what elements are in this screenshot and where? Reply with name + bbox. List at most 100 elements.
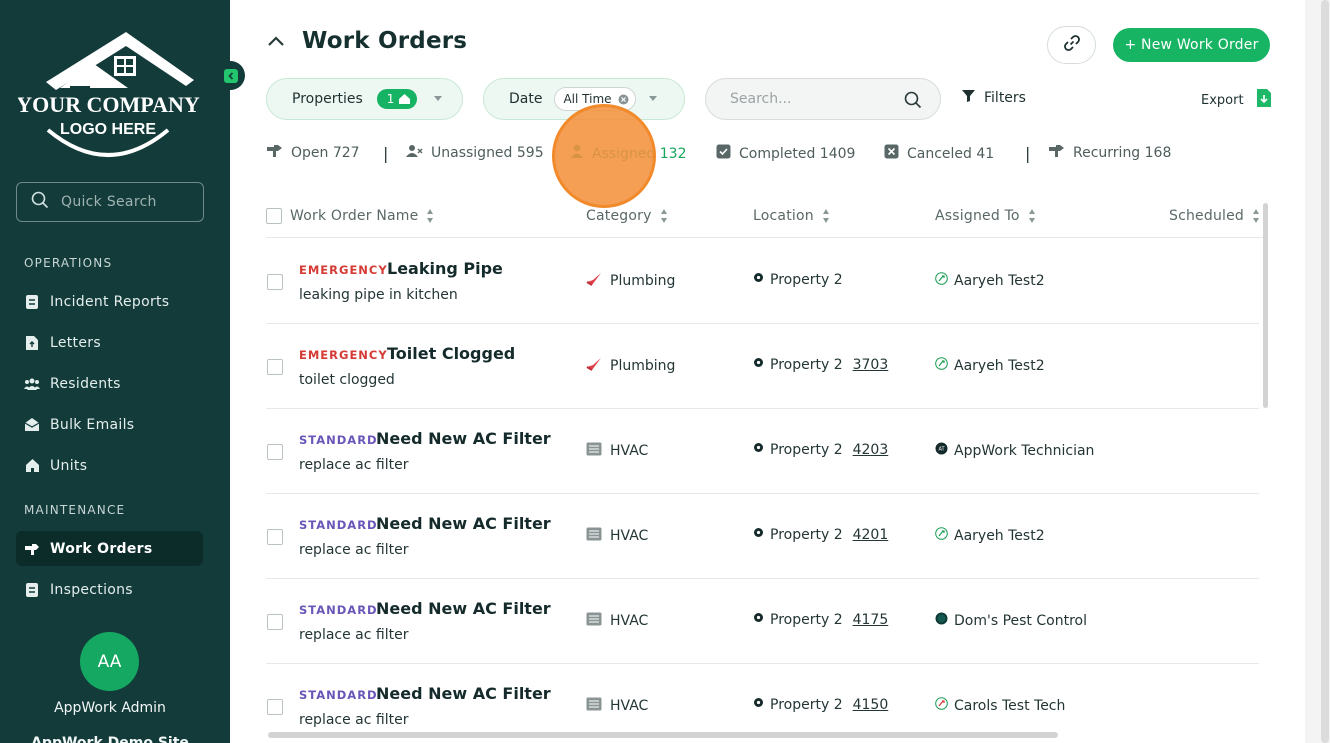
assignee-cell: Dom's Pest Control bbox=[935, 612, 1087, 629]
category-label: HVAC bbox=[610, 528, 649, 544]
export-icon bbox=[1256, 88, 1272, 112]
page-scrollbar-thumb[interactable] bbox=[1321, 0, 1329, 743]
search-field[interactable] bbox=[705, 78, 941, 120]
sidebar-item-label: Units bbox=[50, 457, 88, 474]
tab-recurring[interactable]: Recurring 168 bbox=[1048, 144, 1171, 162]
filters-button[interactable]: Filters bbox=[961, 88, 1026, 107]
unit-link[interactable]: 4150 bbox=[852, 697, 889, 713]
tab-open[interactable]: Open 727 bbox=[266, 144, 360, 162]
property-name: Property 2 bbox=[770, 697, 843, 713]
link-icon bbox=[1063, 34, 1081, 56]
sidebar-item-letters[interactable]: Letters bbox=[16, 325, 203, 360]
unit-link[interactable]: 3703 bbox=[852, 357, 889, 373]
column-label: Scheduled bbox=[1169, 208, 1245, 224]
properties-count-badge: 1 bbox=[376, 89, 418, 109]
location-cell: Property 2 4175 bbox=[753, 612, 888, 628]
table-row[interactable]: STANDARD Need New AC Filter replace ac f… bbox=[266, 579, 1259, 664]
unit-link[interactable]: 4201 bbox=[852, 527, 889, 543]
column-header-assigned-to[interactable]: Assigned To bbox=[935, 208, 1036, 224]
column-header-name[interactable]: Work Order Name bbox=[266, 208, 434, 224]
row-checkbox[interactable] bbox=[267, 274, 283, 290]
tab-unassigned[interactable]: Unassigned 595 bbox=[406, 144, 544, 162]
work-order-description: leaking pipe in kitchen bbox=[299, 287, 458, 303]
new-work-order-button[interactable]: + New Work Order bbox=[1113, 28, 1270, 62]
column-header-location[interactable]: Location bbox=[753, 208, 830, 224]
sidebar-collapse-button[interactable] bbox=[216, 61, 245, 90]
sort-icon bbox=[660, 208, 668, 224]
category-cell: HVAC bbox=[586, 697, 648, 715]
priority-badge: STANDARD bbox=[299, 518, 378, 532]
sidebar-item-inspections[interactable]: Inspections bbox=[16, 572, 203, 607]
table-row[interactable]: STANDARD Need New AC Filter replace ac f… bbox=[266, 494, 1259, 579]
hvac-icon bbox=[586, 527, 602, 545]
units-icon bbox=[24, 458, 40, 474]
unit-link[interactable]: 4175 bbox=[852, 612, 889, 628]
sidebar-item-label: Work Orders bbox=[50, 540, 153, 557]
tab-completed[interactable]: Completed 1409 bbox=[716, 144, 855, 163]
work-order-name[interactable]: Need New AC Filter bbox=[376, 599, 551, 618]
row-checkbox[interactable] bbox=[267, 359, 283, 375]
recurring-icon bbox=[1048, 144, 1065, 162]
date-filter-label: Date bbox=[509, 91, 543, 107]
avatar[interactable]: AA bbox=[80, 632, 139, 691]
table-horizontal-scrollbar[interactable] bbox=[268, 732, 1058, 738]
tab-label: Completed 1409 bbox=[739, 145, 856, 162]
table-row[interactable]: EMERGENCY Toilet Clogged toilet clogged … bbox=[266, 324, 1259, 409]
priority-badge: EMERGENCY bbox=[299, 263, 388, 277]
work-order-description: toilet clogged bbox=[299, 372, 395, 388]
table-row[interactable]: EMERGENCY Leaking Pipe leaking pipe in k… bbox=[266, 239, 1259, 324]
work-order-name[interactable]: Need New AC Filter bbox=[376, 514, 551, 533]
sidebar-item-residents[interactable]: Residents bbox=[16, 366, 203, 401]
technician-icon bbox=[935, 697, 948, 714]
copy-link-button[interactable] bbox=[1047, 26, 1096, 64]
location-pin-icon bbox=[753, 527, 764, 543]
work-order-name[interactable]: Leaking Pipe bbox=[387, 259, 503, 278]
row-checkbox[interactable] bbox=[267, 699, 283, 715]
table-vertical-scrollbar[interactable] bbox=[1263, 203, 1268, 408]
export-button[interactable]: Export bbox=[1201, 88, 1272, 112]
quick-search[interactable]: Quick Search bbox=[16, 182, 204, 222]
assignee-cell: Carols Test Tech bbox=[935, 697, 1065, 714]
row-checkbox[interactable] bbox=[267, 529, 283, 545]
priority-badge: STANDARD bbox=[299, 688, 378, 702]
sidebar-item-incident-reports[interactable]: Incident Reports bbox=[16, 284, 203, 319]
search-icon[interactable] bbox=[904, 91, 922, 113]
sidebar: YOUR COMPANY LOGO HERE Quick Search OPER… bbox=[0, 0, 230, 743]
assignee-name: Aaryeh Test2 bbox=[954, 357, 1045, 374]
work-order-description: replace ac filter bbox=[299, 542, 409, 558]
tab-label: Unassigned 595 bbox=[431, 145, 544, 161]
assignee-name: Dom's Pest Control bbox=[954, 612, 1087, 629]
row-checkbox[interactable] bbox=[267, 444, 283, 460]
page-scrollbar[interactable] bbox=[1305, 0, 1330, 743]
select-all-checkbox[interactable] bbox=[266, 208, 282, 224]
sort-icon bbox=[1028, 208, 1036, 224]
sidebar-item-units[interactable]: Units bbox=[16, 448, 203, 483]
properties-filter[interactable]: Properties 1 bbox=[266, 78, 463, 120]
sidebar-item-label: Letters bbox=[50, 334, 101, 351]
assignee-cell: AT AppWork Technician bbox=[935, 442, 1094, 459]
work-order-name[interactable]: Need New AC Filter bbox=[376, 684, 551, 703]
column-header-scheduled[interactable]: Scheduled bbox=[1169, 208, 1260, 224]
work-order-name[interactable]: Need New AC Filter bbox=[376, 429, 551, 448]
assignee-name: Carols Test Tech bbox=[954, 697, 1066, 714]
section-label-operations: OPERATIONS bbox=[24, 256, 113, 270]
category-label: Plumbing bbox=[610, 273, 676, 289]
collapse-header-button[interactable] bbox=[266, 31, 286, 51]
hvac-icon bbox=[586, 442, 602, 460]
tab-canceled[interactable]: Canceled 41 bbox=[884, 144, 994, 163]
sidebar-item-work-orders[interactable]: Work Orders bbox=[16, 531, 203, 566]
unit-link[interactable]: 4203 bbox=[852, 442, 889, 458]
sidebar-item-bulk-emails[interactable]: Bulk Emails bbox=[16, 407, 203, 442]
table-row[interactable]: STANDARD Need New AC Filter replace ac f… bbox=[266, 664, 1259, 743]
location-cell: Property 2 4150 bbox=[753, 697, 888, 713]
work-order-name[interactable]: Toilet Clogged bbox=[387, 344, 516, 363]
row-checkbox[interactable] bbox=[267, 614, 283, 630]
table-row[interactable]: STANDARD Need New AC Filter replace ac f… bbox=[266, 409, 1259, 494]
search-input[interactable] bbox=[730, 91, 890, 107]
column-header-category[interactable]: Category bbox=[586, 208, 668, 224]
column-label: Location bbox=[753, 208, 814, 224]
priority-badge: STANDARD bbox=[299, 603, 378, 617]
assignee-name: AppWork Technician bbox=[954, 442, 1095, 459]
company-logo[interactable]: YOUR COMPANY LOGO HERE bbox=[16, 30, 200, 162]
